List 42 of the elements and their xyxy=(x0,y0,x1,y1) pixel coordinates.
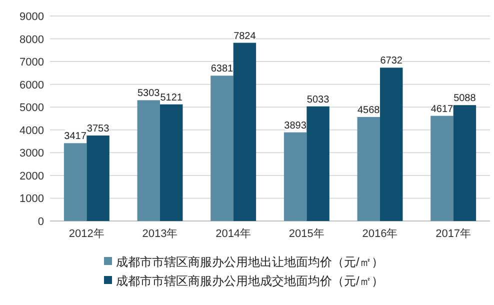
y-tick-label: 2000 xyxy=(20,170,44,182)
x-tick-label: 2013年 xyxy=(142,228,178,240)
data-label: 5303 xyxy=(138,88,160,100)
bar xyxy=(380,68,403,221)
y-tick-label: 3000 xyxy=(20,148,44,160)
y-tick-label: 9000 xyxy=(20,11,44,23)
data-label: 3417 xyxy=(64,131,87,142)
bar xyxy=(160,104,183,221)
y-tick-label: 1000 xyxy=(20,193,44,206)
x-tick-label: 2017年 xyxy=(436,228,472,240)
bar xyxy=(137,100,160,221)
x-tick-label: 2012年 xyxy=(68,228,104,240)
data-label: 3753 xyxy=(86,124,110,135)
data-label: 6381 xyxy=(210,64,234,75)
y-tick-label: 4000 xyxy=(20,124,44,137)
data-label: 5121 xyxy=(160,92,183,104)
x-tick-label: 2016年 xyxy=(362,228,398,240)
data-label: 3893 xyxy=(284,120,307,132)
bar xyxy=(430,116,454,221)
bar xyxy=(306,106,330,221)
bar xyxy=(64,143,87,221)
y-tick-label: 6000 xyxy=(20,79,44,92)
bar xyxy=(284,132,307,221)
x-tick-label: 2015年 xyxy=(288,228,324,240)
data-label: 7824 xyxy=(234,30,256,42)
y-tick-label: 8000 xyxy=(20,34,44,46)
data-label: 6732 xyxy=(380,56,403,67)
legend-label: 成都市市辖区商服办公用地出让地面均价（元/㎡） xyxy=(116,255,384,269)
bar xyxy=(357,116,380,221)
legend-label: 成都市市辖区商服办公用地成交地面均价（元/㎡） xyxy=(116,274,384,288)
data-label: 5088 xyxy=(454,93,476,104)
y-tick-label: 0 xyxy=(38,216,44,228)
bar xyxy=(453,105,476,221)
data-label: 4617 xyxy=(430,104,454,115)
x-tick-label: 2014年 xyxy=(216,228,252,240)
data-label: 5033 xyxy=(306,94,330,106)
y-tick-label: 5000 xyxy=(20,102,44,114)
bar xyxy=(233,42,256,221)
y-tick-label: 7000 xyxy=(20,56,44,69)
bar xyxy=(210,76,234,221)
data-label: 4568 xyxy=(358,104,380,116)
bar xyxy=(86,136,110,221)
